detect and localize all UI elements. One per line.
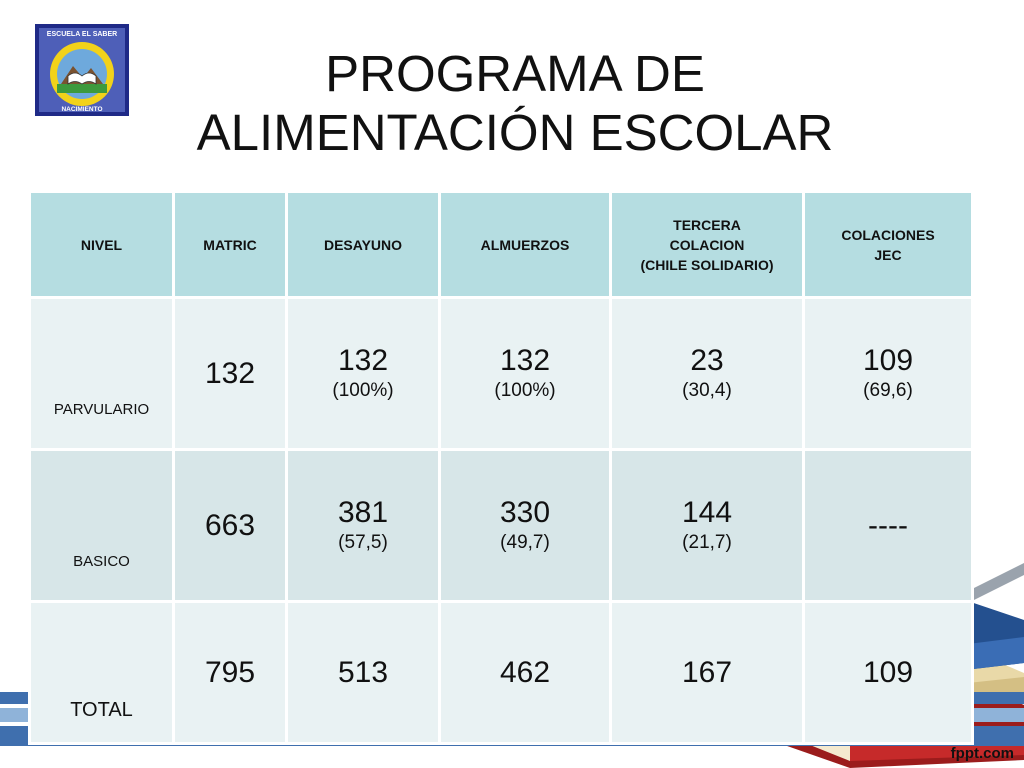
cell-matric: 795 xyxy=(175,603,285,742)
header-label: DESAYUNO xyxy=(323,236,403,253)
cell-jec: 109 xyxy=(805,603,971,742)
title-line-1: PROGRAMA DE xyxy=(325,45,705,102)
cell-value: 663 xyxy=(204,508,256,542)
header-colaciones-jec: COLACIONES JEC xyxy=(805,193,971,296)
cell-value: ---- xyxy=(868,508,908,542)
school-crest-logo: ESCUELA EL SABER NACIMIENTO xyxy=(35,24,129,116)
cell-nivel: PARVULARIO xyxy=(31,299,172,448)
table-row-total: TOTAL 795 513 462 167 109 xyxy=(31,603,971,742)
cell-value: 132 xyxy=(204,356,256,390)
cell-value: 330 xyxy=(499,495,551,529)
cell-percent: (69,6) xyxy=(863,379,913,401)
cell-percent: (57,5) xyxy=(338,531,388,553)
header-label: MATRIC xyxy=(203,236,257,253)
cell-desayuno: 132 (100%) xyxy=(288,299,438,448)
cell-tercera: 167 xyxy=(612,603,802,742)
header-label: NIVEL xyxy=(80,236,123,253)
header-label: TERCERA xyxy=(673,216,741,233)
title-line-2: ALIMENTACIÓN ESCOLAR xyxy=(196,104,834,161)
cell-matric: 132 xyxy=(175,299,285,448)
cell-nivel: BASICO xyxy=(31,451,172,600)
cell-matric: 663 xyxy=(175,451,285,600)
cell-tercera: 23 (30,4) xyxy=(612,299,802,448)
cell-value: 167 xyxy=(681,655,733,689)
cell-value: 513 xyxy=(337,655,389,689)
cell-almuerzos: 462 xyxy=(441,603,609,742)
cell-jec: ---- xyxy=(805,451,971,600)
cell-value: 795 xyxy=(204,655,256,689)
cell-desayuno: 513 xyxy=(288,603,438,742)
logo-top-text: ESCUELA EL SABER xyxy=(47,31,117,38)
cell-percent: (100%) xyxy=(332,379,394,401)
cell-tercera: 144 (21,7) xyxy=(612,451,802,600)
table-row-parvulario: PARVULARIO 132 132 (100%) 132 (100%) 23 … xyxy=(31,299,971,448)
cell-almuerzos: 132 (100%) xyxy=(441,299,609,448)
cell-nivel: TOTAL xyxy=(31,603,172,742)
table-row-basico: BASICO 663 381 (57,5) 330 (49,7) 144 (21… xyxy=(31,451,971,600)
cell-percent: (21,7) xyxy=(682,531,732,553)
cell-value: 109 xyxy=(862,655,914,689)
feeding-program-table: NIVEL MATRIC DESAYUNO ALMUERZOS TERCERA … xyxy=(28,190,974,745)
header-tercera-colacion: TERCERA COLACION (CHILE SOLIDARIO) xyxy=(612,193,802,296)
cell-almuerzos: 330 (49,7) xyxy=(441,451,609,600)
header-matric: MATRIC xyxy=(175,193,285,296)
page-title: PROGRAMA DE ALIMENTACIÓN ESCOLAR xyxy=(150,44,880,162)
cell-percent: (100%) xyxy=(494,379,556,401)
cell-desayuno: 381 (57,5) xyxy=(288,451,438,600)
cell-value: 381 xyxy=(337,495,389,529)
cell-value: 23 xyxy=(690,343,724,377)
cell-value: 132 xyxy=(499,343,551,377)
cell-jec: 109 (69,6) xyxy=(805,299,971,448)
logo-bottom-text: NACIMIENTO xyxy=(61,106,102,113)
header-label: ALMUERZOS xyxy=(480,236,570,253)
header-label: COLACION xyxy=(669,236,745,253)
cell-value: 144 xyxy=(681,495,733,529)
cell-value: 109 xyxy=(862,343,914,377)
header-label: (CHILE SOLIDARIO) xyxy=(640,256,774,273)
footer-brand: fppt.com xyxy=(950,745,1014,762)
header-desayuno: DESAYUNO xyxy=(288,193,438,296)
header-label: JEC xyxy=(874,246,902,263)
cell-value: 132 xyxy=(337,343,389,377)
cell-percent: (49,7) xyxy=(500,531,550,553)
cell-percent: (30,4) xyxy=(682,379,732,401)
header-nivel: NIVEL xyxy=(31,193,172,296)
table-header-row: NIVEL MATRIC DESAYUNO ALMUERZOS TERCERA … xyxy=(31,193,971,296)
header-label: COLACIONES xyxy=(841,226,935,243)
cell-value: 462 xyxy=(499,655,551,689)
header-almuerzos: ALMUERZOS xyxy=(441,193,609,296)
